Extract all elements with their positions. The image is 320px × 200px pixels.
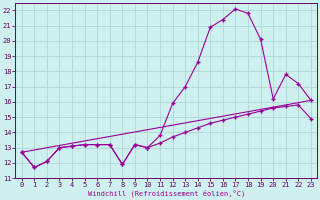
X-axis label: Windchill (Refroidissement éolien,°C): Windchill (Refroidissement éolien,°C) bbox=[88, 190, 245, 197]
